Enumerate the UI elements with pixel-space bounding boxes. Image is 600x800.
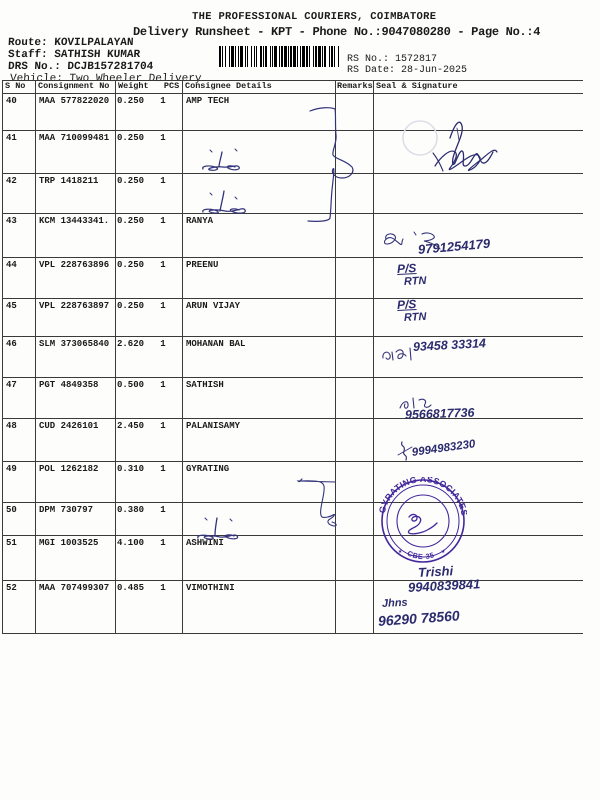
- svg-text:★: ★: [398, 548, 403, 556]
